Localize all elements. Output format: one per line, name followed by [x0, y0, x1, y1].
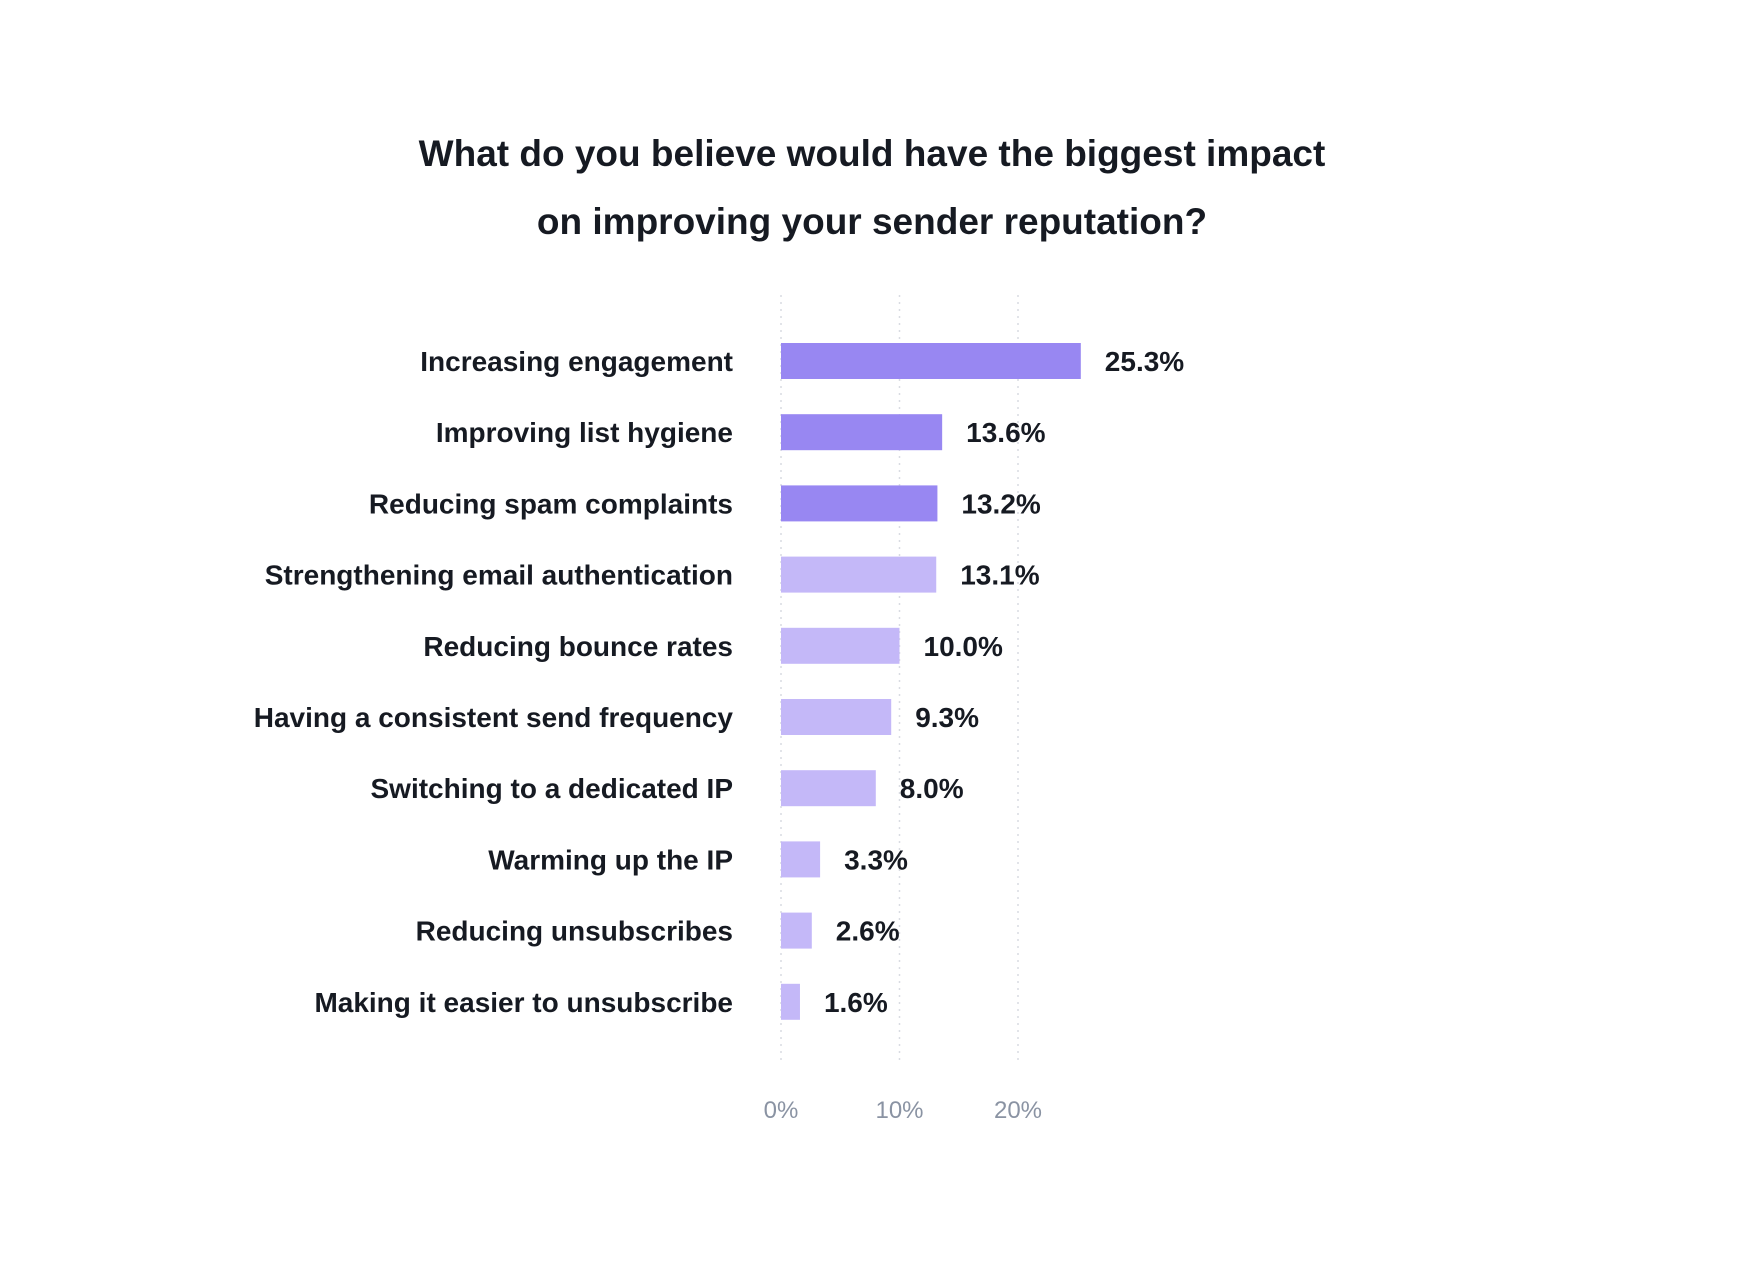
category-label: Reducing unsubscribes [416, 916, 733, 947]
category-label: Warming up the IP [488, 844, 733, 875]
bar[interactable] [781, 912, 812, 949]
value-label: 25.3% [1105, 346, 1184, 377]
bar[interactable] [781, 770, 876, 807]
value-label: 13.1% [960, 560, 1039, 591]
chart-title: What do you believe would have the bigge… [0, 120, 1744, 256]
value-label: 13.2% [961, 488, 1040, 519]
value-label: 2.6% [836, 916, 900, 947]
bar[interactable] [781, 841, 821, 878]
chart-title-line-2: on improving your sender reputation? [536, 201, 1208, 242]
category-label: Increasing engagement [420, 346, 733, 377]
value-label: 1.6% [824, 987, 888, 1018]
bar[interactable] [781, 627, 900, 664]
value-label: 13.6% [966, 417, 1045, 448]
x-tick-label: 0% [764, 1097, 799, 1124]
bar[interactable] [781, 556, 937, 593]
x-tick-label: 20% [994, 1097, 1042, 1124]
value-label: 9.3% [915, 702, 979, 733]
bar[interactable] [781, 983, 800, 1020]
category-label: Improving list hygiene [436, 417, 733, 448]
bar[interactable] [781, 343, 1081, 379]
category-label: Reducing bounce rates [423, 631, 733, 662]
value-label: 8.0% [900, 773, 964, 804]
value-label: 3.3% [844, 844, 908, 875]
category-label: Strengthening email authentication [265, 560, 733, 591]
value-label: 10.0% [924, 631, 1003, 662]
bar[interactable] [781, 699, 892, 735]
category-label: Switching to a dedicated IP [371, 773, 734, 804]
chart-title-line-1: What do you believe would have the bigge… [418, 133, 1326, 174]
bar[interactable] [781, 485, 938, 522]
bar[interactable] [781, 414, 943, 451]
category-label: Having a consistent send frequency [254, 702, 734, 733]
x-tick-label: 10% [875, 1097, 923, 1124]
category-label: Reducing spam complaints [369, 488, 733, 519]
category-label: Making it easier to unsubscribe [314, 987, 733, 1018]
